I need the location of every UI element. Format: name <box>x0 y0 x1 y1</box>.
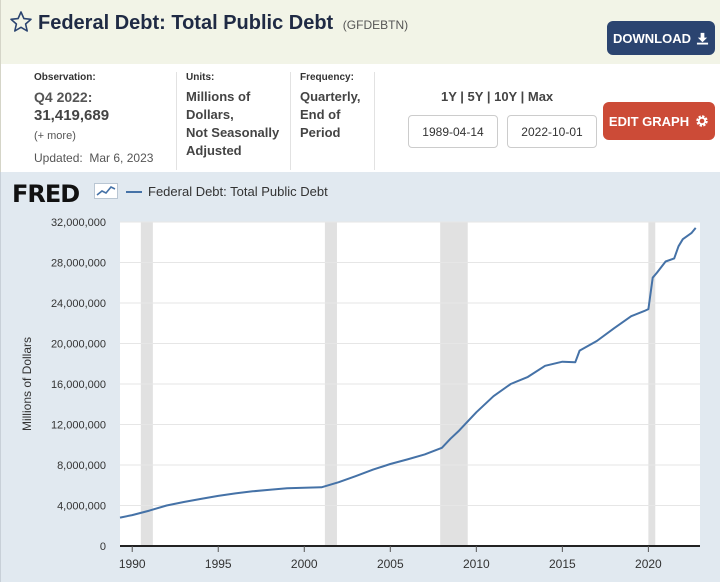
frequency-line: End of <box>300 107 341 122</box>
observation-date: Q4 2022: <box>34 89 93 105</box>
edit-graph-button[interactable]: EDIT GRAPH <box>603 102 715 140</box>
updated-date: Updated: Mar 6, 2023 <box>34 149 153 167</box>
y-tick-label: 28,000,000 <box>51 258 106 270</box>
x-tick-label: 2015 <box>549 557 576 571</box>
legend-label: Federal Debt: Total Public Debt <box>148 184 328 199</box>
page-title: Federal Debt: Total Public Debt (GFDEBTN… <box>38 12 408 35</box>
frequency-line: Period <box>300 125 341 140</box>
y-tick-label: 24,000,000 <box>51 298 106 310</box>
series-line <box>119 227 697 519</box>
updated-value: Mar 6, 2023 <box>89 151 154 165</box>
range-1y-button[interactable]: 1Y <box>441 89 457 104</box>
frequency-label: Frequency: <box>300 72 354 83</box>
x-tick-label: 2000 <box>291 557 318 571</box>
frequency-panel: Frequency: Quarterly, End of Period <box>300 72 360 142</box>
series-metadata: Observation: Q4 2022: 31,419,689 (+ more… <box>0 64 720 172</box>
fred-graph-icon <box>94 183 118 199</box>
y-tick-label: 32,000,000 <box>51 217 106 229</box>
range-10y-button[interactable]: 10Y <box>494 89 517 104</box>
units-line: Millions of <box>186 89 251 104</box>
series-id: (GFDEBTN) <box>342 18 409 32</box>
updated-label: Updated: <box>34 151 83 165</box>
x-tick-label: 1995 <box>205 557 232 571</box>
series-title: Federal Debt: Total Public Debt <box>38 12 334 34</box>
y-tick-label: 12,000,000 <box>51 420 106 432</box>
y-tick-label: 0 <box>100 541 106 553</box>
y-tick-label: 8,000,000 <box>57 460 106 472</box>
y-tick-label: 16,000,000 <box>51 379 106 391</box>
x-tick-label: 2005 <box>377 557 404 571</box>
end-date-input[interactable]: 2022-10-01 <box>507 115 597 148</box>
star-icon[interactable] <box>9 10 33 34</box>
divider <box>176 72 177 170</box>
download-label: DOWNLOAD <box>613 30 691 46</box>
range-max-button[interactable]: Max <box>527 89 554 104</box>
units-label: Units: <box>186 72 215 83</box>
gear-icon <box>696 115 708 127</box>
range-5y-button[interactable]: 5Y <box>467 89 484 104</box>
line-chart: 0 4,000,000 8,000,000 12,000,000 16,000,000 2… <box>20 217 700 571</box>
divider <box>374 72 375 170</box>
edit-graph-label: EDIT GRAPH <box>608 113 690 129</box>
start-date-input[interactable]: 1989-04-14 <box>408 115 498 148</box>
series-header: Federal Debt: Total Public Debt (GFDEBTN… <box>0 0 720 64</box>
fred-logo: FRED <box>12 180 80 208</box>
more-link[interactable]: (+ more) <box>34 130 76 142</box>
units-line: Adjusted <box>186 143 242 158</box>
y-axis-label: Millions of Dollars <box>20 337 34 431</box>
chart-legend: Federal Debt: Total Public Debt <box>126 184 328 199</box>
x-tick-label: 2010 <box>463 557 490 571</box>
observation-label: Observation: <box>34 72 96 83</box>
units-line: Dollars, <box>186 107 234 122</box>
observation-value: 31,419,689 <box>34 107 110 124</box>
y-tick-label: 20,000,000 <box>51 339 106 351</box>
units-panel: Units: Millions of Dollars, Not Seasonal… <box>186 72 279 160</box>
download-icon <box>696 32 709 45</box>
observation-panel: Observation: Q4 2022: 31,419,689 (+ more… <box>34 72 153 167</box>
y-tick-label: 4,000,000 <box>57 501 106 513</box>
range-selector: 1Y | 5Y | 10Y | Max <box>441 89 554 104</box>
units-line: Not Seasonally <box>186 125 280 140</box>
divider <box>290 72 291 170</box>
x-tick-label: 1990 <box>119 557 146 571</box>
download-button[interactable]: DOWNLOAD <box>607 21 715 55</box>
legend-swatch <box>126 190 142 193</box>
x-tick-label: 2020 <box>635 557 662 571</box>
frequency-line: Quarterly, <box>300 89 361 104</box>
